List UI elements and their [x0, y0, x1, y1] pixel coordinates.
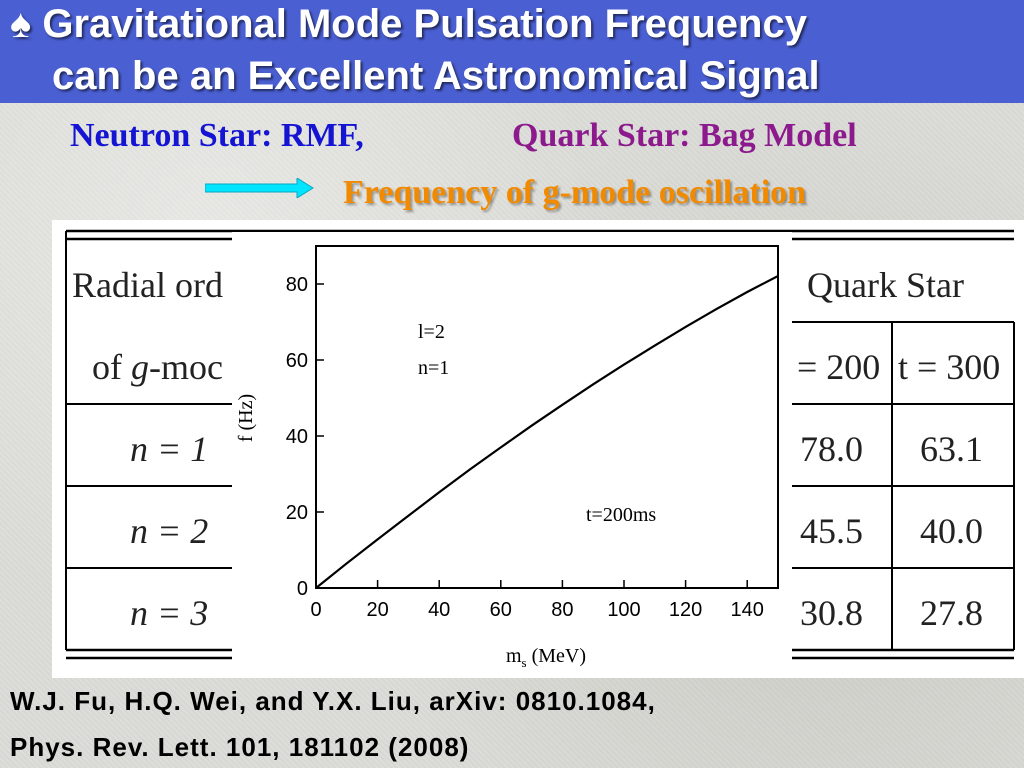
frequency-label: Frequency of g-mode oscillation: [343, 174, 807, 211]
x-tick-label: 80: [551, 599, 573, 621]
quark-star-label: Quark Star:: [512, 117, 691, 154]
table-cell-n3-t200: 30.8: [800, 593, 863, 633]
x-tick-label: 120: [669, 599, 702, 621]
x-axis: 0 20 40 60 80 100 120 140: [310, 580, 764, 621]
quark-star-caption: Quark Star: Bag Model: [512, 117, 857, 155]
annotation-n: n=1: [418, 357, 449, 379]
table-header-quark-star: Quark Star: [807, 265, 964, 305]
table-row-n3-label: n = 3: [130, 593, 208, 633]
y-tick-label: 60: [286, 350, 308, 372]
y-tick-label: 20: [286, 502, 308, 524]
x-tick-label: 40: [428, 599, 450, 621]
y-tick-label: 80: [286, 274, 308, 296]
plot-frame: [315, 245, 779, 589]
table-row-n1-label: n = 1: [130, 429, 208, 469]
x-tick-label: 140: [731, 599, 764, 621]
annotation-l: l=2: [418, 321, 445, 343]
y-tick-label: 0: [297, 578, 308, 600]
neutron-star-label: Neutron Star:: [70, 117, 273, 154]
table-header-gmode: of g-moc: [92, 347, 223, 387]
table-cell-n1-t200: 78.0: [800, 429, 863, 469]
annotation-t: t=200ms: [586, 504, 656, 526]
table-header-radial-order: Radial ord: [72, 265, 223, 305]
table-col-header-t300: t = 300: [898, 347, 1000, 387]
table-cell-n2-t300: 40.0: [920, 511, 983, 551]
citation-line-1: W.J. Fu, H.Q. Wei, and Y.X. Liu, arXiv: …: [10, 686, 656, 716]
title-bar: [0, 0, 1024, 103]
x-axis-label: ms (MeV): [506, 645, 586, 670]
slide-title-line-1: ♠ Gravitational Mode Pulsation Frequency: [10, 2, 807, 46]
gmode-chart: 0 20 40 60 80 0 20 40 60 80 100 120 140 l=2 n=1 t=2…: [232, 232, 792, 678]
x-tick-label: 60: [490, 599, 512, 621]
series-line: [315, 275, 779, 589]
neutron-star-model: RMF,: [280, 117, 364, 154]
quark-star-model: Bag Model: [699, 117, 857, 154]
table-col-header-t200: = 200: [797, 347, 880, 387]
neutron-star-caption: Neutron Star: RMF,: [70, 117, 364, 155]
y-axis-label: f (Hz): [235, 394, 257, 442]
x-tick-label: 20: [366, 599, 388, 621]
y-axis: 0 20 40 60 80: [286, 274, 324, 600]
table-cell-n2-t200: 45.5: [800, 511, 863, 551]
x-tick-label: 0: [310, 599, 321, 621]
table-cell-n1-t300: 63.1: [920, 429, 983, 469]
arrow-right-icon: [205, 178, 314, 198]
gmode-chart-svg: 0 20 40 60 80 0 20 40 60 80 100 120 140 l=2 n=1 t=2…: [235, 245, 779, 670]
table-cell-n3-t300: 27.8: [920, 593, 983, 633]
table-row-n2-label: n = 2: [130, 511, 208, 551]
citation-line-2: Phys. Rev. Lett. 101, 181102 (2008): [10, 732, 470, 762]
slide-title-line-2: can be an Excellent Astronomical Signal: [52, 54, 820, 98]
y-tick-label: 40: [286, 426, 308, 448]
x-tick-label: 100: [607, 599, 640, 621]
